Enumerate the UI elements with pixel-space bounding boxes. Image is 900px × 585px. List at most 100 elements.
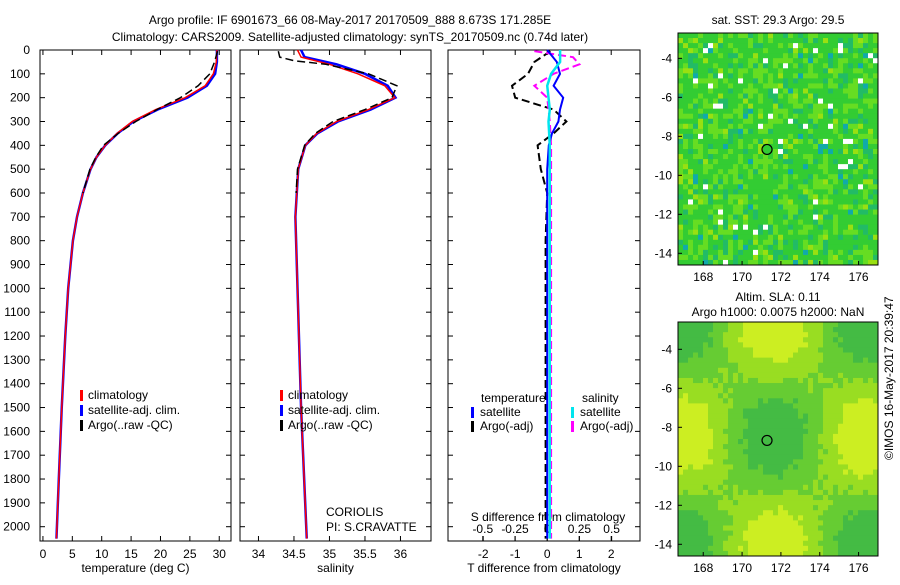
map-cell [788,459,794,465]
map-cell [818,159,824,165]
map-cell [793,184,799,190]
map-cell [838,229,844,236]
map-cell [793,123,799,130]
map-cell [843,372,849,379]
map-cell [863,418,869,425]
map-cell [733,500,739,506]
map-cell [868,377,874,384]
map-cell [768,322,774,328]
map-cell [868,464,874,471]
salinity-axes-box [239,49,432,542]
map-cell [683,403,689,409]
map-cell [748,372,754,379]
map-cell [743,479,749,486]
map-cell [798,174,804,180]
map-cell [698,224,704,231]
map-cell [823,48,829,54]
map-cell [708,347,714,354]
map-cell [703,367,709,374]
map-cell [678,123,684,130]
map-cell [773,229,779,236]
map-cell [708,38,714,44]
title-line-2: Climatology: CARS2009. Satellite-adjuste… [112,30,588,44]
map-cell [738,337,744,343]
map-cell [858,33,864,39]
map-cell [758,550,764,557]
map-cell [848,118,854,125]
map-cell [823,362,829,369]
map-cell [723,48,729,54]
map-cell [858,88,864,95]
map-cell [713,332,719,338]
map-cell [803,209,809,216]
map-cell [703,63,709,69]
map-cell [803,143,809,150]
map-cell [723,128,729,135]
map-cell [793,48,799,54]
map-cell [813,88,819,95]
map-cell [683,229,689,236]
map-cell [773,179,779,185]
map-cell [868,118,874,125]
map-cell [723,357,729,364]
map-cell [763,545,769,552]
map-cell [678,138,684,145]
map-cell [803,352,809,359]
map-cell [833,214,839,221]
map-cell [873,484,879,491]
map-cell [758,83,764,89]
map-cell [793,169,799,175]
map-cell [833,377,839,384]
map-cell [728,224,734,231]
map-cell [798,494,804,501]
map-cell [708,540,714,547]
map-cell [688,194,694,200]
map-cell [793,68,799,74]
map-cell [763,377,769,384]
map-cell [753,540,759,547]
map-cell [783,194,789,200]
map-cell [748,408,754,415]
map-cell [713,229,719,236]
map-cell [773,510,779,516]
map-cell [788,204,794,211]
map-cell [818,254,824,261]
map-cell [763,234,769,241]
map-cell [733,327,739,333]
map-cell [823,418,829,425]
map-cell [793,133,799,140]
map-cell [758,229,764,236]
map-cell [808,154,814,160]
map-cell [773,123,779,130]
map-cell [823,469,829,476]
map-cell [713,367,719,374]
map-cell [703,48,709,54]
map-cell [713,254,719,261]
map-cell [718,58,724,64]
map-cell [768,520,774,526]
map-cell [773,449,779,455]
map-cell [753,159,759,165]
map-cell [838,88,844,95]
map-cell [868,259,874,266]
map-cell [683,494,689,501]
argo-position-marker [761,143,773,156]
map-cell [853,449,859,455]
map-cell [803,474,809,481]
map-cell [873,143,879,150]
map-frame [677,321,879,557]
map-cell [753,154,759,160]
map-cell [818,118,824,125]
map-cell [733,199,739,205]
x-tick-label: 0 [40,547,47,561]
map-cell [823,403,829,409]
map-cell [738,184,744,190]
map-cell [683,239,689,246]
map-cell [683,83,689,89]
map-cell [743,143,749,150]
map-cell [863,383,869,389]
legend-swatch [471,421,474,432]
map-cell [858,377,864,384]
map-cell [713,327,719,333]
map-cell [873,189,879,195]
